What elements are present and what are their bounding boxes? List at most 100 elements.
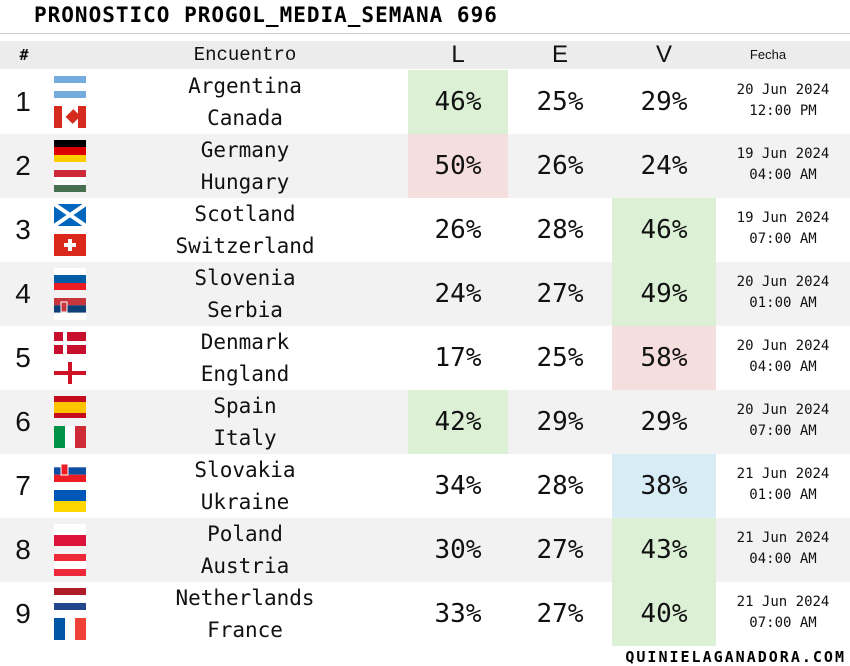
match-time: 04:00 AM bbox=[749, 551, 817, 567]
draw-percent: 25% bbox=[536, 87, 584, 117]
home-team: Germany bbox=[200, 138, 290, 162]
visitor-percent: 40% bbox=[612, 582, 716, 646]
draw-percent: 28% bbox=[536, 471, 584, 501]
germany-flag-icon bbox=[54, 140, 86, 162]
visitor-percent: 29% bbox=[640, 87, 688, 117]
match-date: 19 Jun 2024 bbox=[736, 146, 830, 162]
away-team: Canada bbox=[207, 106, 283, 130]
home-team: Denmark bbox=[200, 330, 290, 354]
header-local: L bbox=[451, 41, 465, 68]
hungary-flag-icon bbox=[54, 170, 86, 192]
home-team: Poland bbox=[207, 522, 283, 546]
table-row: 9 Netherlands France 33% 27% 40% 21 Jun … bbox=[0, 582, 850, 646]
draw-percent: 28% bbox=[536, 215, 584, 245]
spain-flag-icon bbox=[54, 396, 86, 418]
argentina-flag-icon bbox=[54, 76, 86, 98]
table-row: 2 Germany Hungary 50% 26% 24% 19 Jun 202… bbox=[0, 134, 850, 198]
match-time: 04:00 AM bbox=[749, 167, 817, 183]
header-number: # bbox=[19, 46, 29, 64]
match-time: 04:00 AM bbox=[749, 359, 817, 375]
match-date: 21 Jun 2024 bbox=[736, 594, 830, 610]
visitor-percent: 49% bbox=[612, 262, 716, 326]
netherlands-flag-icon bbox=[54, 588, 86, 610]
match-number: 3 bbox=[15, 214, 31, 245]
match-number: 6 bbox=[15, 406, 31, 437]
match-date: 20 Jun 2024 bbox=[736, 82, 830, 98]
match-number: 8 bbox=[15, 534, 31, 565]
austria-flag-icon bbox=[54, 554, 86, 576]
title-divider bbox=[0, 33, 850, 34]
table-row: 1 Argentina Canada 46% 25% 29% 20 Jun 20… bbox=[0, 70, 850, 134]
local-percent: 46% bbox=[408, 70, 508, 134]
match-time: 07:00 AM bbox=[749, 231, 817, 247]
match-number: 1 bbox=[15, 86, 31, 117]
scotland-flag-icon bbox=[54, 204, 86, 226]
draw-percent: 25% bbox=[536, 343, 584, 373]
away-team: Switzerland bbox=[175, 234, 315, 258]
france-flag-icon bbox=[54, 618, 86, 640]
match-date: 21 Jun 2024 bbox=[736, 466, 830, 482]
table-row: 4 Slovenia Serbia 24% 27% 49% 20 Jun 202… bbox=[0, 262, 850, 326]
local-percent: 33% bbox=[434, 599, 482, 629]
page-title: PRONOSTICO PROGOL_MEDIA_SEMANA 696 bbox=[34, 3, 498, 27]
switzerland-flag-icon bbox=[54, 234, 86, 256]
away-team: Ukraine bbox=[200, 490, 290, 514]
table-row: 7 Slovakia Ukraine 34% 28% 38% 21 Jun 20… bbox=[0, 454, 850, 518]
table-row: 3 Scotland Switzerland 26% 28% 46% 19 Ju… bbox=[0, 198, 850, 262]
table-row: 8 Poland Austria 30% 27% 43% 21 Jun 2024… bbox=[0, 518, 850, 582]
serbia-flag-icon bbox=[54, 298, 86, 320]
local-percent: 34% bbox=[434, 471, 482, 501]
visitor-percent: 46% bbox=[612, 198, 716, 262]
draw-percent: 26% bbox=[536, 151, 584, 181]
canada-flag-icon bbox=[54, 106, 86, 128]
match-number: 9 bbox=[15, 598, 31, 629]
header-draw: E bbox=[551, 41, 568, 68]
draw-percent: 27% bbox=[536, 279, 584, 309]
home-team: Argentina bbox=[188, 74, 302, 98]
header-date: Fecha bbox=[749, 47, 787, 62]
slovenia-flag-icon bbox=[54, 268, 86, 290]
draw-percent: 29% bbox=[536, 407, 584, 437]
home-team: Slovenia bbox=[194, 266, 296, 290]
match-time: 07:00 AM bbox=[749, 615, 817, 631]
away-team: Italy bbox=[213, 426, 277, 450]
visitor-percent: 24% bbox=[640, 151, 688, 181]
home-team: Spain bbox=[213, 394, 277, 418]
match-date: 20 Jun 2024 bbox=[736, 402, 830, 418]
table-header: # Encuentro L E V Fecha bbox=[0, 41, 850, 69]
table-row: 5 Denmark England 17% 25% 58% 20 Jun 202… bbox=[0, 326, 850, 390]
header-visitor: V bbox=[655, 41, 672, 68]
match-number: 2 bbox=[15, 150, 31, 181]
england-flag-icon bbox=[54, 362, 86, 384]
match-date: 21 Jun 2024 bbox=[736, 530, 830, 546]
local-percent: 26% bbox=[434, 215, 482, 245]
local-percent: 42% bbox=[408, 390, 508, 454]
local-percent: 30% bbox=[434, 535, 482, 565]
home-team: Scotland bbox=[194, 202, 296, 226]
visitor-percent: 38% bbox=[612, 454, 716, 518]
home-team: Netherlands bbox=[175, 586, 315, 610]
draw-percent: 27% bbox=[536, 535, 584, 565]
visitor-percent: 29% bbox=[640, 407, 688, 437]
match-number: 5 bbox=[15, 342, 31, 373]
home-team: Slovakia bbox=[194, 458, 296, 482]
match-time: 01:00 AM bbox=[749, 487, 817, 503]
header-match: Encuentro bbox=[193, 44, 297, 66]
visitor-percent: 58% bbox=[612, 326, 716, 390]
away-team: Austria bbox=[200, 554, 290, 578]
site-watermark: QUINIELAGANADORA.COM bbox=[625, 648, 846, 666]
poland-flag-icon bbox=[54, 524, 86, 546]
away-team: Hungary bbox=[200, 170, 290, 194]
away-team: Serbia bbox=[207, 298, 283, 322]
match-time: 07:00 AM bbox=[749, 423, 817, 439]
italy-flag-icon bbox=[54, 426, 86, 448]
local-percent: 50% bbox=[408, 134, 508, 198]
slovakia-flag-icon bbox=[54, 460, 86, 482]
match-date: 19 Jun 2024 bbox=[736, 210, 830, 226]
match-time: 01:00 AM bbox=[749, 295, 817, 311]
denmark-flag-icon bbox=[54, 332, 86, 354]
match-number: 7 bbox=[15, 470, 31, 501]
local-percent: 17% bbox=[434, 343, 482, 373]
table-row: 6 Spain Italy 42% 29% 29% 20 Jun 2024 07… bbox=[0, 390, 850, 454]
match-time: 12:00 PM bbox=[749, 103, 817, 119]
